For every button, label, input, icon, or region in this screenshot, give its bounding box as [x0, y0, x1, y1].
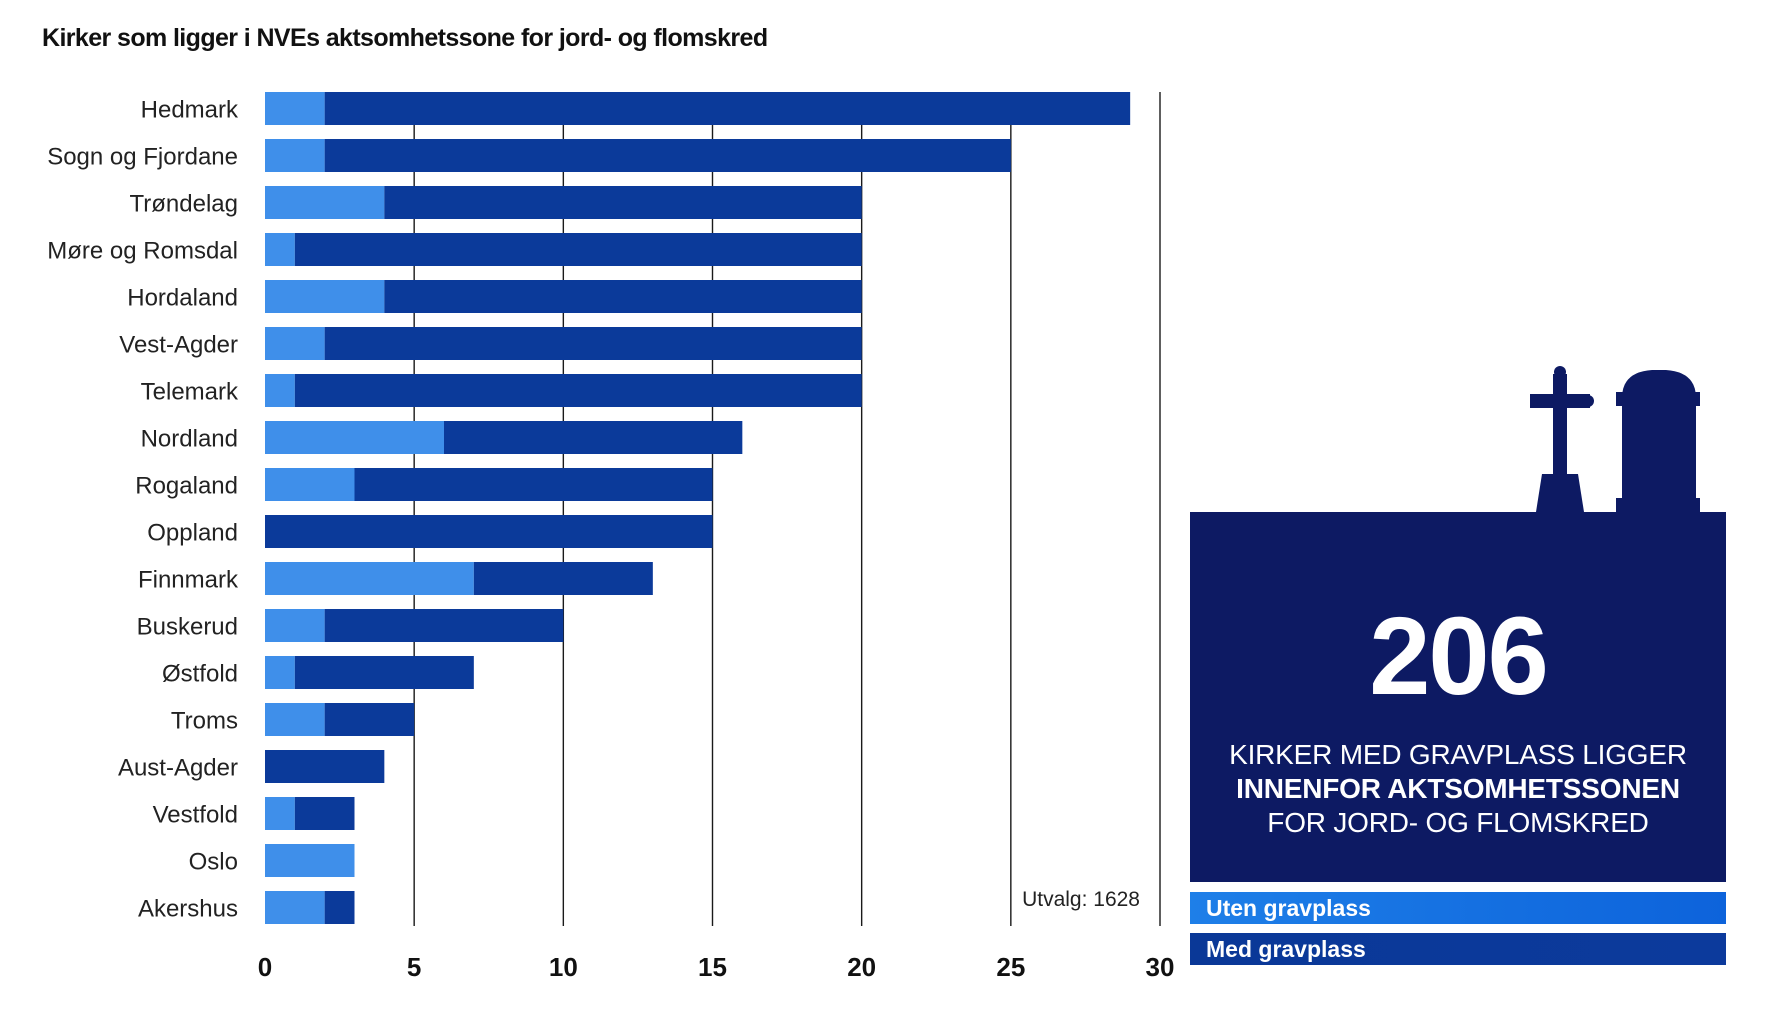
category-label: Hedmark [141, 97, 239, 124]
bar-uten-gravplass [265, 797, 295, 830]
bar-med-gravplass [324, 327, 862, 360]
category-label: Hordaland [127, 285, 238, 312]
bar-med-gravplass [324, 891, 355, 924]
summary-number: 206 [1369, 595, 1549, 718]
category-label: Vest-Agder [119, 332, 238, 359]
bar-med-gravplass [384, 186, 862, 219]
bar-med-gravplass [384, 280, 862, 313]
x-tick-label: 15 [698, 952, 727, 982]
bar-med-gravplass [324, 139, 1011, 172]
grid-lines [413, 92, 1161, 926]
category-label: Aust-Agder [118, 755, 238, 782]
category-label: Buskerud [137, 614, 238, 641]
bar-med-gravplass [294, 374, 862, 407]
x-tick-label: 0 [258, 952, 272, 982]
x-tick-label: 20 [847, 952, 876, 982]
cross-icon [1530, 366, 1594, 512]
x-tick-label: 30 [1146, 952, 1175, 982]
category-label: Telemark [141, 379, 239, 406]
category-label: Nordland [141, 426, 238, 453]
bars [265, 92, 1131, 924]
bar-med-gravplass [473, 562, 653, 595]
summary-line-2: INNENFOR AKTSOMHETSSONEN [1236, 773, 1680, 804]
bar-uten-gravplass [265, 186, 385, 219]
bar-med-gravplass [294, 233, 862, 266]
category-label: Troms [171, 708, 238, 735]
bar-uten-gravplass [265, 280, 385, 313]
bar-med-gravplass [265, 750, 385, 783]
bar-uten-gravplass [265, 562, 474, 595]
category-label: Møre og Romsdal [47, 238, 238, 265]
x-tick-label: 10 [549, 952, 578, 982]
x-axis-ticks: 0 5 10 15 20 25 30 [258, 952, 1175, 982]
bar-med-gravplass [324, 92, 1131, 125]
summary-line-3: FOR JORD- OG FLOMSKRED [1267, 807, 1649, 838]
gravestone-icon [1616, 370, 1700, 512]
bar-uten-gravplass [265, 139, 325, 172]
bar-uten-gravplass [265, 233, 295, 266]
bar-uten-gravplass [265, 92, 325, 125]
bar-med-gravplass [294, 797, 355, 830]
category-label: Sogn og Fjordane [47, 144, 238, 171]
bar-uten-gravplass [265, 374, 295, 407]
sample-note: Utvalg: 1628 [1022, 888, 1140, 911]
bar-uten-gravplass [265, 703, 325, 736]
bar-med-gravplass [324, 609, 564, 642]
bar-uten-gravplass [265, 656, 295, 689]
bar-uten-gravplass [265, 468, 355, 501]
bar-med-gravplass [265, 515, 713, 548]
summary-line-1: KIRKER MED GRAVPLASS LIGGER [1229, 739, 1687, 770]
chart-title: Kirker som ligger i NVEs aktsomhetssone … [42, 24, 768, 52]
bar-uten-gravplass [265, 844, 355, 877]
category-label: Østfold [162, 661, 238, 688]
summary-panel: 206 KIRKER MED GRAVPLASS LIGGER INNENFOR… [1190, 512, 1726, 882]
category-label: Rogaland [135, 473, 238, 500]
bar-med-gravplass [354, 468, 713, 501]
bar-med-gravplass [294, 656, 474, 689]
bar-uten-gravplass [265, 609, 325, 642]
category-label: Vestfold [153, 802, 238, 829]
x-tick-label: 5 [407, 952, 421, 982]
x-tick-label: 25 [996, 952, 1025, 982]
category-label: Trøndelag [130, 191, 239, 218]
category-label: Oslo [189, 849, 238, 876]
bar-uten-gravplass [265, 421, 444, 454]
category-labels: Hedmark Sogn og Fjordane Trøndelag Møre og … [47, 97, 239, 923]
bar-chart: Hedmark Sogn og Fjordane Trøndelag Møre og … [47, 92, 1175, 982]
summary-text: KIRKER MED GRAVPLASS LIGGER INNENFOR AKT… [1190, 738, 1726, 840]
bar-uten-gravplass [265, 327, 325, 360]
grave-icons [1530, 366, 1700, 512]
category-label: Oppland [147, 520, 238, 547]
category-label: Akershus [138, 896, 238, 923]
legend-uten-gravplass: Uten gravplass [1190, 892, 1726, 924]
legend-med-gravplass: Med gravplass [1190, 933, 1726, 965]
category-label: Finnmark [138, 567, 239, 594]
bar-uten-gravplass [265, 891, 325, 924]
bar-med-gravplass [324, 703, 415, 736]
bar-med-gravplass [444, 421, 743, 454]
